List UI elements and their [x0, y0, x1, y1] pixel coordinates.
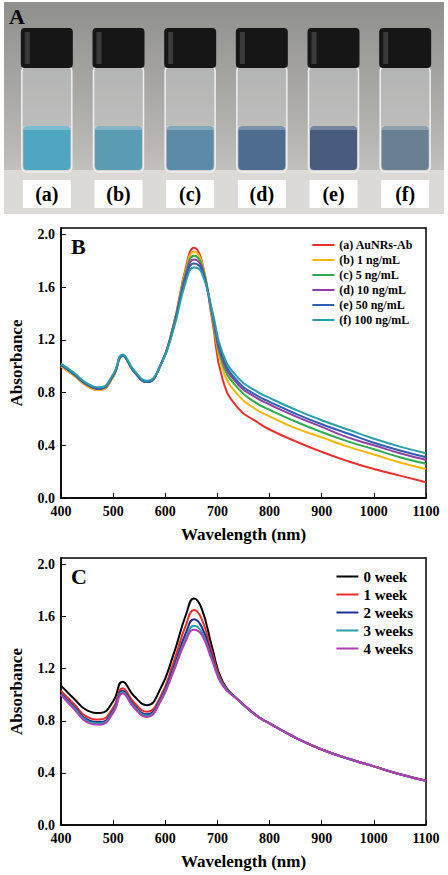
svg-text:0.8: 0.8 [38, 385, 56, 400]
svg-text:700: 700 [207, 504, 228, 519]
svg-text:2.0: 2.0 [38, 557, 56, 572]
svg-text:(e) 50 ng/mL: (e) 50 ng/mL [339, 298, 404, 312]
svg-text:4 weeks: 4 weeks [363, 641, 413, 657]
svg-text:800: 800 [259, 831, 280, 846]
svg-text:(c): (c) [179, 183, 201, 206]
svg-text:Absorbance: Absorbance [7, 319, 26, 406]
svg-text:(b): (b) [106, 183, 130, 206]
svg-text:1100: 1100 [412, 504, 439, 519]
svg-text:Absorbance: Absorbance [7, 648, 26, 735]
svg-text:400: 400 [51, 504, 72, 519]
svg-text:0.0: 0.0 [37, 817, 55, 833]
svg-text:2 weeks: 2 weeks [363, 605, 413, 621]
svg-text:1.6: 1.6 [38, 609, 56, 624]
svg-text:0 week: 0 week [363, 569, 407, 585]
svg-text:0.0: 0.0 [37, 490, 55, 506]
svg-text:(e): (e) [322, 183, 344, 206]
svg-text:1.2: 1.2 [38, 332, 56, 347]
svg-text:900: 900 [311, 504, 332, 519]
svg-text:0.8: 0.8 [38, 713, 56, 728]
svg-text:(a): (a) [35, 183, 58, 206]
svg-text:(c) 5 ng/mL: (c) 5 ng/mL [339, 268, 398, 282]
svg-text:Wavelength (nm): Wavelength (nm) [181, 852, 306, 871]
svg-text:A: A [9, 4, 25, 29]
svg-text:B: B [71, 234, 86, 259]
svg-text:1.6: 1.6 [38, 280, 56, 295]
svg-text:500: 500 [103, 831, 124, 846]
svg-text:C: C [71, 564, 87, 589]
svg-text:(d) 10 ng/mL: (d) 10 ng/mL [339, 283, 406, 297]
svg-text:0.4: 0.4 [38, 438, 56, 453]
svg-text:1.2: 1.2 [38, 661, 56, 676]
svg-text:1000: 1000 [360, 504, 388, 519]
svg-text:400: 400 [51, 831, 72, 846]
svg-text:2.0: 2.0 [38, 227, 56, 242]
svg-text:600: 600 [155, 831, 176, 846]
svg-text:700: 700 [207, 831, 228, 846]
svg-text:Wavelength (nm): Wavelength (nm) [181, 525, 306, 544]
svg-text:600: 600 [155, 504, 176, 519]
svg-text:800: 800 [259, 504, 280, 519]
svg-text:3 weeks: 3 weeks [363, 623, 413, 639]
svg-text:(d): (d) [250, 183, 274, 206]
svg-text:(b) 1 ng/mL: (b) 1 ng/mL [339, 253, 400, 267]
svg-text:1000: 1000 [360, 831, 388, 846]
svg-text:1100: 1100 [412, 831, 439, 846]
svg-text:(a) AuNRs-Ab: (a) AuNRs-Ab [339, 238, 412, 252]
svg-text:1 week: 1 week [363, 587, 407, 603]
svg-text:500: 500 [103, 504, 124, 519]
svg-text:(f) 100 ng/mL: (f) 100 ng/mL [339, 313, 409, 327]
svg-text:900: 900 [311, 831, 332, 846]
svg-text:0.4: 0.4 [38, 765, 56, 780]
svg-text:(f): (f) [395, 183, 415, 206]
